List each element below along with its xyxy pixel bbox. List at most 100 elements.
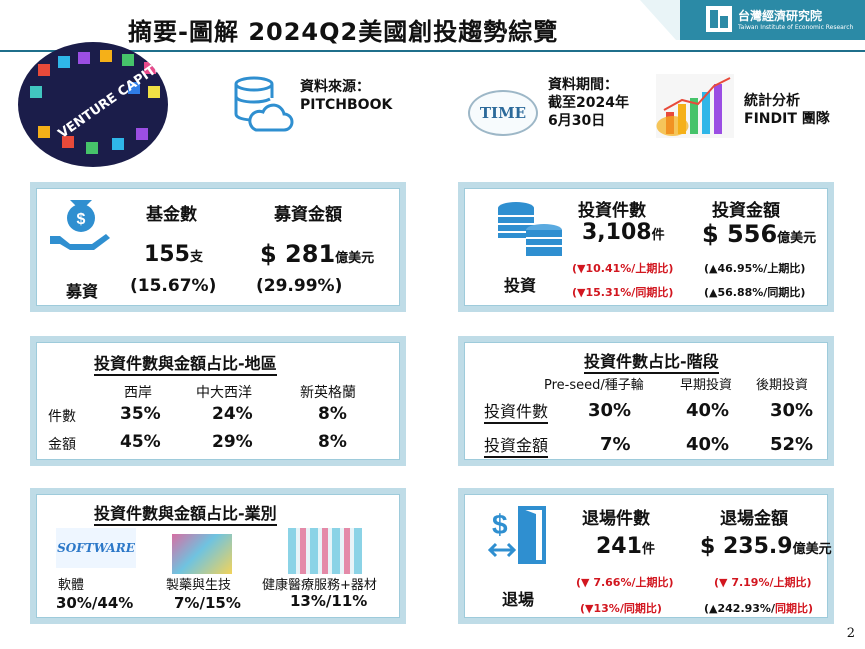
- industry-software-value: 30%/44%: [56, 594, 134, 612]
- source-label: 資料來源：: [300, 79, 370, 95]
- investment-amount-qoq-label: 上期比): [767, 262, 806, 275]
- region-amount-new-england: 8%: [318, 432, 347, 452]
- stage-amount-seed: 7%: [600, 434, 631, 455]
- team-info: 統計分析 FINDIT 團隊: [744, 92, 830, 128]
- source-info: 資料來源： PITCHBOOK: [300, 78, 392, 114]
- deals-number: 3,108: [582, 220, 652, 245]
- investment-amount-yoy: (▲56.88%/同期比): [704, 284, 805, 300]
- exit-count-yoy: (▼13%/同期比): [580, 600, 662, 616]
- deals-yoy-pct: (▼15.31%/: [572, 286, 636, 299]
- investment-amount-qoq: (▲46.95%/上期比): [704, 260, 805, 276]
- stage-row-amount-label: 投資金額: [484, 432, 549, 458]
- exit-amount-number: $ 235.9: [700, 534, 793, 559]
- deals-yoy: (▼15.31%/同期比): [572, 284, 673, 300]
- region-row-deals-label: 件數: [48, 409, 76, 425]
- period-label: 資料期間：: [548, 77, 618, 93]
- region-row-amount-label: 金額: [48, 437, 76, 453]
- time-badge-text: TIME: [479, 104, 527, 122]
- exit-count-header: 退場件數: [582, 509, 650, 529]
- stage-row-deals-label: 投資件數: [484, 398, 549, 424]
- exit-count-qoq-label: 上期比): [635, 576, 674, 589]
- tier-logo-icon: [706, 6, 732, 32]
- team-line2: FINDIT 團隊: [744, 111, 830, 127]
- fundraising-amount-unit: 億美元: [335, 251, 375, 266]
- exit-amount-yoy-pct: (▲242.93%/: [704, 602, 775, 615]
- exit-amount-qoq: (▼ 7.19%/上期比): [714, 574, 812, 590]
- exit-amount-header: 退場金額: [720, 509, 788, 529]
- stage-col-seed: Pre-seed/種子輪: [544, 378, 644, 393]
- investment-amount-unit: 億美元: [777, 231, 817, 246]
- stage-col-early: 早期投資: [680, 378, 733, 393]
- region-col-west: 西岸: [124, 385, 152, 401]
- fundraising-category: 募資: [66, 282, 99, 301]
- industry-healthcare-value: 13%/11%: [290, 592, 368, 610]
- period-info: 資料期間： 截至2024年 6月30日: [548, 76, 629, 130]
- funds-change: (15.67%): [130, 276, 217, 296]
- exit-amount-qoq-pct: (▼ 7.19%/: [714, 576, 774, 589]
- industry-title: 投資件數與金額占比-業別: [94, 500, 277, 526]
- source-value: PITCHBOOK: [300, 97, 393, 113]
- industry-healthcare-label: 健康醫療服務+器材: [262, 578, 377, 593]
- team-line1: 統計分析: [744, 93, 800, 109]
- exit-amount-value: $ 235.9億美元: [700, 534, 832, 559]
- stage-col-late: 後期投資: [756, 378, 809, 393]
- database-cloud-icon: [234, 76, 294, 132]
- deals-value: 3,108件: [582, 220, 665, 245]
- page-number: 2: [846, 626, 855, 641]
- investment-amount-header: 投資金額: [712, 201, 780, 221]
- fundraising-amount-change: (29.99%): [256, 276, 343, 296]
- region-amount-west: 45%: [120, 432, 161, 452]
- software-image-text: SOFTWARE: [57, 541, 135, 555]
- deals-qoq-pct: (▼10.41%/: [572, 262, 636, 275]
- exit-amount-yoy: (▲242.93%/同期比): [704, 600, 813, 616]
- fundraising-amount-number: $ 281: [260, 240, 336, 268]
- funds-header: 基金數: [146, 205, 197, 225]
- bar-chart-icon: [656, 74, 734, 138]
- investment-panel: 投資件數 投資金額 3,108件 $ 556億美元 (▼10.41%/上期比) …: [458, 182, 834, 312]
- stage-deals-early: 40%: [686, 400, 730, 421]
- region-title: 投資件數與金額占比-地區: [94, 350, 277, 376]
- exit-count-qoq: (▼ 7.66%/上期比): [576, 574, 674, 590]
- investment-amount-value: $ 556億美元: [702, 220, 816, 248]
- investment-amount-number: $ 556: [702, 220, 778, 248]
- investment-amount-yoy-label: 同期比): [767, 286, 806, 299]
- exit-count-number: 241: [596, 534, 642, 559]
- fundraising-panel: $ 基金數 募資金額 155支 $ 281億美元 募資 (15.67%) (29…: [30, 182, 406, 312]
- deals-unit: 件: [651, 228, 665, 243]
- logo-name: 台灣經濟研究院: [738, 9, 823, 23]
- industry-pharma-label: 製藥與生技: [166, 578, 232, 593]
- funds-number: 155: [144, 242, 190, 267]
- deals-qoq: (▼10.41%/上期比): [572, 260, 673, 276]
- fundraising-amount-value: $ 281億美元: [260, 240, 374, 268]
- exit-count-yoy-pct: (▼13%/: [580, 602, 624, 615]
- software-image: SOFTWARE: [56, 528, 136, 568]
- region-amount-mid-atlantic: 29%: [212, 432, 253, 452]
- stage-title: 投資件數占比-階段: [584, 348, 719, 374]
- investment-category: 投資: [504, 276, 537, 295]
- exit-amount-yoy-label: 同期比): [774, 602, 814, 615]
- exit-amount-qoq-label: 上期比): [773, 576, 812, 589]
- industry-software-label: 軟體: [58, 578, 85, 593]
- funds-value: 155支: [144, 242, 203, 267]
- region-col-mid-atlantic: 中大西洋: [196, 385, 252, 401]
- region-panel: 投資件數與金額占比-地區 西岸 中大西洋 新英格蘭 件數 35% 24% 8% …: [30, 336, 406, 466]
- exit-category: 退場: [502, 590, 535, 609]
- industry-panel: 投資件數與金額占比-業別 SOFTWARE 軟體 30%/44% 製藥與生技 7…: [30, 488, 406, 624]
- fundraising-amount-header: 募資金額: [274, 205, 342, 225]
- deals-header: 投資件數: [578, 201, 646, 221]
- coins-stack-icon: [498, 202, 562, 256]
- deals-qoq-label: 上期比): [635, 262, 674, 275]
- exit-amount-unit: 億美元: [792, 542, 832, 557]
- title-divider: [0, 50, 865, 52]
- region-deals-west: 35%: [120, 404, 161, 424]
- region-deals-new-england: 8%: [318, 404, 347, 424]
- stage-amount-late: 52%: [770, 434, 814, 455]
- healthcare-image: [288, 528, 362, 574]
- exit-count-yoy-label: 同期比): [623, 602, 662, 615]
- region-deals-mid-atlantic: 24%: [212, 404, 253, 424]
- period-value-line1: 截至2024年: [548, 95, 629, 111]
- money-hand-icon: $: [50, 200, 110, 250]
- pharma-image: [172, 534, 232, 574]
- logo-english: Taiwan Institute of Economic Research: [738, 24, 854, 31]
- investment-amount-yoy-pct: (▲56.88%/: [704, 286, 768, 299]
